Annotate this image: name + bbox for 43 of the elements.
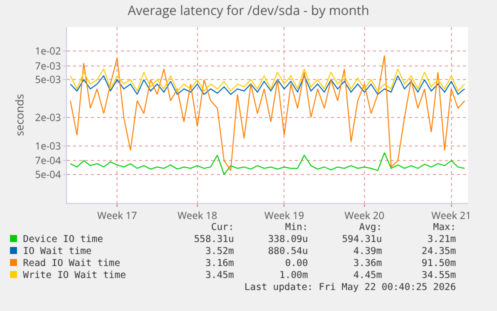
- text: Max:: [432, 222, 456, 234]
- text: 3.52m: [204, 246, 234, 258]
- y-axis-title: seconds: [12, 94, 28, 136]
- text: 1.00m: [278, 270, 308, 282]
- text: Min:: [284, 222, 308, 234]
- text: 558.31u: [192, 234, 234, 246]
- legend-label: Read IO Wait time: [22, 258, 122, 270]
- text: 594.31u: [340, 234, 382, 246]
- text: 4.39m: [352, 246, 382, 258]
- text: Cur:: [210, 222, 234, 234]
- text: 3.21m: [426, 234, 456, 246]
- y-tick-label: 7e-03: [35, 58, 62, 72]
- line-series: [70, 75, 466, 95]
- y-tick-label: 5e-03: [35, 72, 62, 86]
- text: 91.50m: [420, 258, 456, 270]
- y-tick-label: 1e-02: [35, 44, 62, 58]
- x-tick-label: Week 19: [264, 208, 304, 222]
- y-tick-label: 7e-04: [35, 153, 62, 168]
- text: 24.35m: [420, 246, 456, 258]
- x-tick-label: Week 21: [431, 208, 472, 222]
- y-tick-label: 5e-04: [35, 166, 62, 181]
- x-tick-label: Week 18: [177, 208, 218, 222]
- text: 0.00: [284, 258, 308, 270]
- x-tick-label: Week 20: [344, 208, 385, 222]
- legend-label: IO Wait time: [22, 246, 93, 258]
- legend-label: Write IO Wait time: [22, 270, 127, 282]
- line-series: [70, 68, 466, 92]
- text: 880.54u: [266, 246, 308, 258]
- text: 4.45m: [352, 270, 382, 282]
- line-series: [70, 55, 466, 172]
- text: Last update: Fri May 22 00:40:25 2026: [243, 282, 456, 294]
- text: 34.55m: [420, 270, 456, 282]
- x-tick-label: Week 17: [97, 208, 138, 222]
- text: Avg:: [358, 222, 382, 234]
- legend-label: Device IO time: [22, 234, 104, 246]
- line-series: [70, 152, 466, 175]
- y-tick-label: 2e-03: [35, 110, 62, 124]
- text: 3.16m: [204, 258, 234, 270]
- text: 3.45m: [204, 270, 234, 282]
- y-tick-label: 1e-03: [35, 138, 62, 152]
- chart-title: Average latency for /dev/sda - by month: [128, 0, 370, 19]
- text: 3.36m: [352, 258, 382, 270]
- text: 338.09u: [266, 234, 308, 246]
